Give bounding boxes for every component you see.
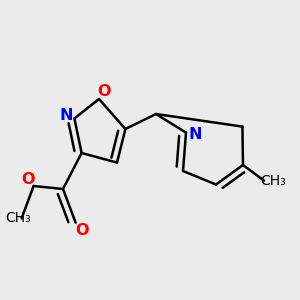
Text: N: N: [188, 127, 202, 142]
Text: O: O: [97, 84, 110, 99]
Text: N: N: [59, 108, 73, 123]
Text: O: O: [21, 172, 34, 188]
Text: O: O: [75, 223, 88, 238]
Text: CH₃: CH₃: [6, 212, 31, 225]
Text: CH₃: CH₃: [260, 174, 286, 188]
